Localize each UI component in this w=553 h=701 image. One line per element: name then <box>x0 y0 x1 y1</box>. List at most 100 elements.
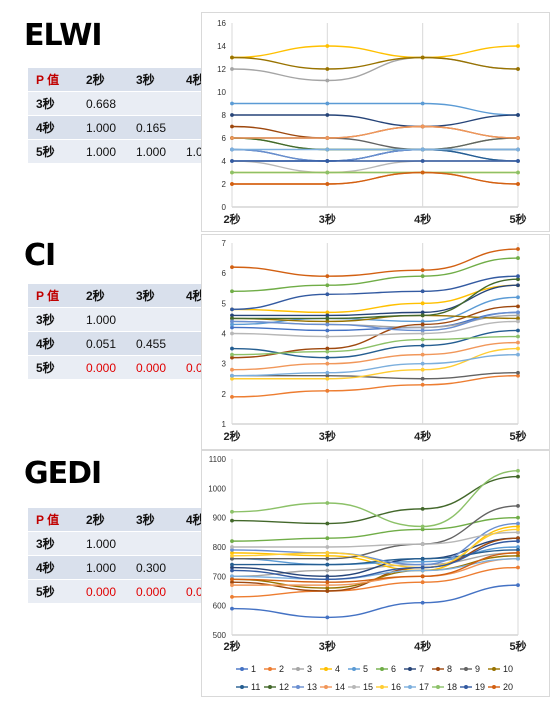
data-point <box>325 170 330 175</box>
data-point <box>230 574 234 579</box>
y-tick-label: 700 <box>213 572 227 581</box>
legend-label: 7 <box>419 664 424 674</box>
legend-marker <box>324 667 328 671</box>
data-point <box>516 319 520 324</box>
legend-label: 2 <box>279 664 284 674</box>
data-point <box>516 295 520 300</box>
series-line-10 <box>231 314 519 323</box>
data-point <box>516 527 520 532</box>
data-point <box>420 382 425 387</box>
legend-marker <box>492 685 496 689</box>
data-point <box>325 545 330 549</box>
table-header-row: P 值 2秒 3秒 4秒 <box>28 508 228 532</box>
column-header: 2秒 <box>78 68 128 92</box>
data-point <box>420 322 425 327</box>
data-point <box>325 568 330 573</box>
data-point <box>325 182 330 186</box>
data-point <box>230 545 234 549</box>
data-point <box>230 55 234 60</box>
data-point <box>516 504 520 508</box>
data-point <box>420 337 425 342</box>
data-point <box>420 328 425 333</box>
data-point <box>516 583 520 588</box>
data-point <box>230 124 234 129</box>
y-tick-label: 2 <box>222 180 227 189</box>
data-point <box>230 159 234 163</box>
row-label: 4秒 <box>28 115 78 140</box>
data-point <box>230 325 234 330</box>
y-tick-label: 5 <box>222 299 227 308</box>
series-line-3 <box>231 56 519 82</box>
x-tick-label: 5秒 <box>509 429 526 443</box>
table-row: 5秒 1.000 1.000 1.000 <box>28 139 228 164</box>
p-value-label: P 值 <box>28 68 78 92</box>
data-point <box>230 580 234 585</box>
legend-label: 14 <box>335 682 345 692</box>
legend-label: 6 <box>391 664 396 674</box>
series-line-5 <box>231 102 519 116</box>
p-value-table-ci: P 值 2秒 3秒 4秒 3秒 1.000 4秒 0.051 0.455 5秒 … <box>28 284 228 380</box>
data-point <box>516 44 520 48</box>
legend-marker <box>268 685 272 689</box>
data-point <box>516 277 520 282</box>
legend-marker <box>380 667 384 671</box>
table-cell-significant: 0.000 <box>128 579 178 604</box>
data-point <box>516 334 520 339</box>
data-point <box>230 376 234 381</box>
data-point <box>420 556 425 561</box>
legend-label: 10 <box>503 664 513 674</box>
data-point <box>420 352 425 357</box>
data-point <box>516 553 520 558</box>
data-point <box>420 574 425 579</box>
series-line-4 <box>231 284 519 314</box>
series-line-4 <box>231 45 519 59</box>
data-point <box>325 536 330 541</box>
data-point <box>230 562 234 567</box>
data-point <box>420 600 425 605</box>
y-tick-label: 900 <box>213 514 227 523</box>
legend-marker <box>240 685 244 689</box>
series-line-2 <box>231 566 519 598</box>
x-tick-label: 5秒 <box>509 212 526 226</box>
table-row: 4秒 0.051 0.455 <box>28 331 228 356</box>
row-label: 4秒 <box>28 555 78 580</box>
data-point <box>516 247 520 251</box>
data-point <box>325 586 330 590</box>
legend-label: 5 <box>363 664 368 674</box>
y-tick-label: 0 <box>222 203 227 212</box>
row-label: 5秒 <box>28 579 78 604</box>
x-tick-label: 3秒 <box>319 429 336 443</box>
legend-marker <box>380 685 384 689</box>
series-line-7 <box>232 284 519 317</box>
data-point <box>420 565 425 570</box>
data-point <box>325 328 330 333</box>
table-row: 3秒 0.668 <box>28 91 228 116</box>
row-label: 3秒 <box>28 307 78 332</box>
x-tick-label: 4秒 <box>414 429 431 443</box>
data-point <box>420 376 425 381</box>
table-cell: 0.165 <box>128 115 178 140</box>
data-point <box>516 373 520 378</box>
data-point <box>516 136 520 140</box>
data-point <box>516 550 520 555</box>
data-point <box>230 346 234 351</box>
data-point <box>516 352 520 357</box>
column-header: 3秒 <box>128 508 178 532</box>
legend-marker <box>408 667 412 671</box>
legend-label: 11 <box>251 682 260 692</box>
data-point <box>420 55 425 60</box>
series-line-14 <box>232 558 519 586</box>
data-point <box>325 67 330 71</box>
x-tick-label: 4秒 <box>414 212 431 226</box>
data-point <box>230 67 234 71</box>
legend-label: 13 <box>307 682 317 692</box>
data-point <box>325 334 330 339</box>
table-cell: 0.668 <box>78 91 128 116</box>
data-point <box>325 550 330 555</box>
legend-marker <box>408 685 412 689</box>
data-point <box>420 310 425 315</box>
table-row: 3秒 1.000 <box>28 307 228 332</box>
data-point <box>325 147 330 152</box>
series-line-7 <box>232 114 519 128</box>
data-point <box>230 568 234 573</box>
